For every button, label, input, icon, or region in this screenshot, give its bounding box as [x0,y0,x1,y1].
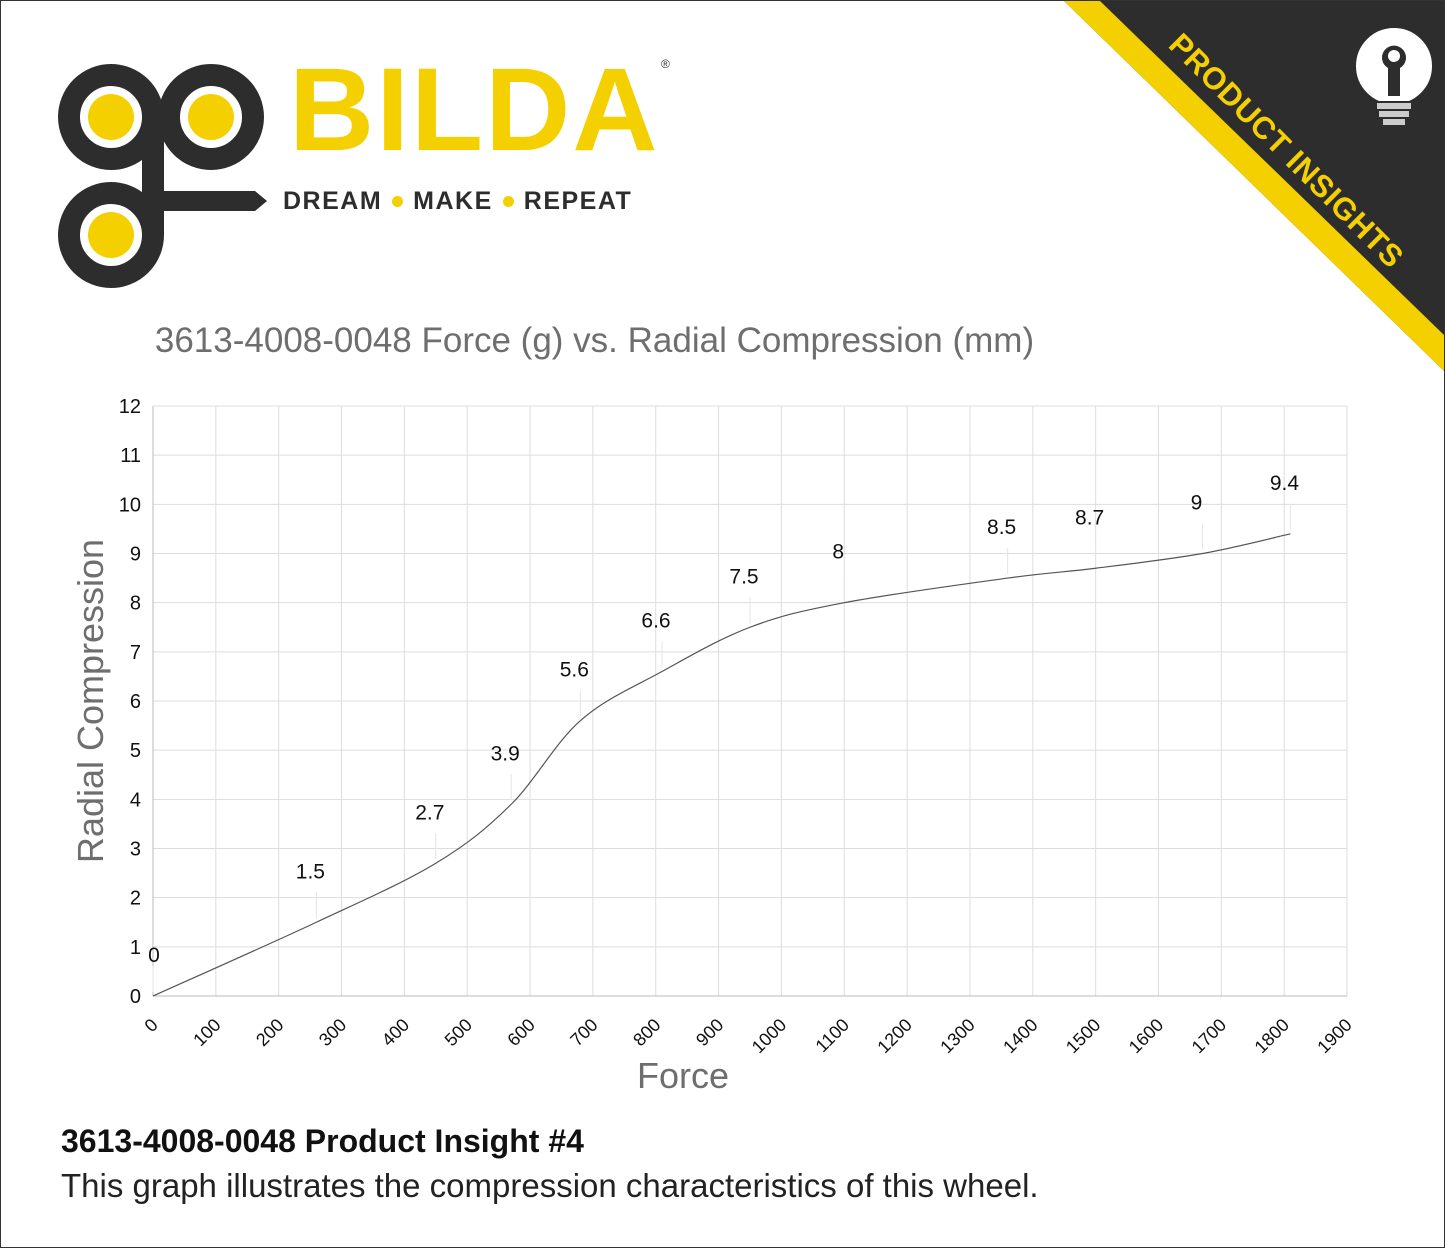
insight-heading: 3613-4008-0048 Product Insight #4 [61,1123,584,1159]
data-label: 7.5 [729,565,758,588]
data-label: 6.6 [641,610,670,633]
x-tick-label: 600 [503,1015,538,1050]
x-tick-label: 100 [189,1015,224,1050]
lightbulb-wrench-icon [1352,24,1436,127]
x-tick-label: 0 [141,1015,162,1036]
brand-tagline: DREAM MAKE REPEAT [283,187,632,216]
data-label: 9.4 [1270,472,1300,495]
x-tick-label: 1500 [1062,1015,1104,1057]
x-tick-label: 1300 [936,1015,978,1057]
y-tick-label: 10 [119,494,141,516]
x-tick-label: 800 [629,1015,664,1050]
data-label: 5.6 [560,659,589,682]
data-label: 9 [1191,492,1203,515]
x-tick-label: 1600 [1125,1015,1167,1057]
data-line [152,533,1291,997]
x-tick-label: 300 [315,1015,350,1050]
y-tick-label: 4 [130,789,141,811]
x-tick-label: 400 [378,1015,413,1050]
x-tick-label: 1200 [873,1015,915,1057]
x-tick-label: 1700 [1188,1015,1230,1057]
x-tick-label: 200 [252,1015,287,1050]
data-label: 2.7 [415,801,444,824]
product-insights-banner [1064,1,1444,371]
y-tick-label: 2 [130,888,141,910]
y-tick-label: 1 [130,937,141,959]
y-tick-label: 6 [130,691,141,713]
insight-description: This graph illustrates the compression c… [61,1167,1039,1204]
x-tick-label: 1000 [748,1015,790,1057]
data-label: 1.5 [296,860,325,883]
y-tick-label: 11 [120,445,141,467]
chart-plot: 0 100 200 300 400 500 600 700 800 900 1000 1100 1200… [119,396,1356,1057]
brand-name: BILDA [289,44,660,176]
data-label: 0 [148,944,160,967]
x-tick-label: 1800 [1251,1015,1293,1057]
y-tick-label: 0 [130,986,141,1008]
data-label: 3.9 [491,742,520,765]
x-tick-label: 1900 [1313,1015,1355,1057]
y-tick-label: 7 [130,642,141,664]
x-tick-label: 700 [566,1015,601,1050]
x-tick-label: 500 [441,1015,476,1050]
tagline-word: DREAM [283,187,383,215]
data-label: 8 [832,541,844,564]
tagline-word: REPEAT [523,187,633,215]
registered-mark: ® [661,57,670,71]
y-axis-title-text: Radial Compression [70,538,111,864]
data-label: 8.5 [987,516,1016,539]
chart-title: 3613-4008-0048 Force (g) vs. Radial Comp… [154,321,1035,360]
y-tick-label: 3 [130,839,141,861]
tagline-word: MAKE [413,187,493,215]
y-tick-label: 5 [130,740,141,762]
brand-logo: BILDA ® DREAM MAKE REPEAT [57,51,677,293]
tagline-dot-icon [392,196,404,207]
x-axis-title: Force [636,1055,730,1096]
y-tick-label: 12 [119,396,141,418]
tagline-dot-icon [502,196,514,207]
x-tick-label: 1100 [812,1015,854,1057]
data-label: 8.7 [1075,506,1104,529]
y-tick-label: 9 [130,544,141,566]
y-tick-label: 8 [130,593,141,615]
x-tick-label: 1400 [999,1015,1041,1057]
brand-mark-icon [58,64,267,288]
x-tick-label: 900 [692,1015,727,1050]
